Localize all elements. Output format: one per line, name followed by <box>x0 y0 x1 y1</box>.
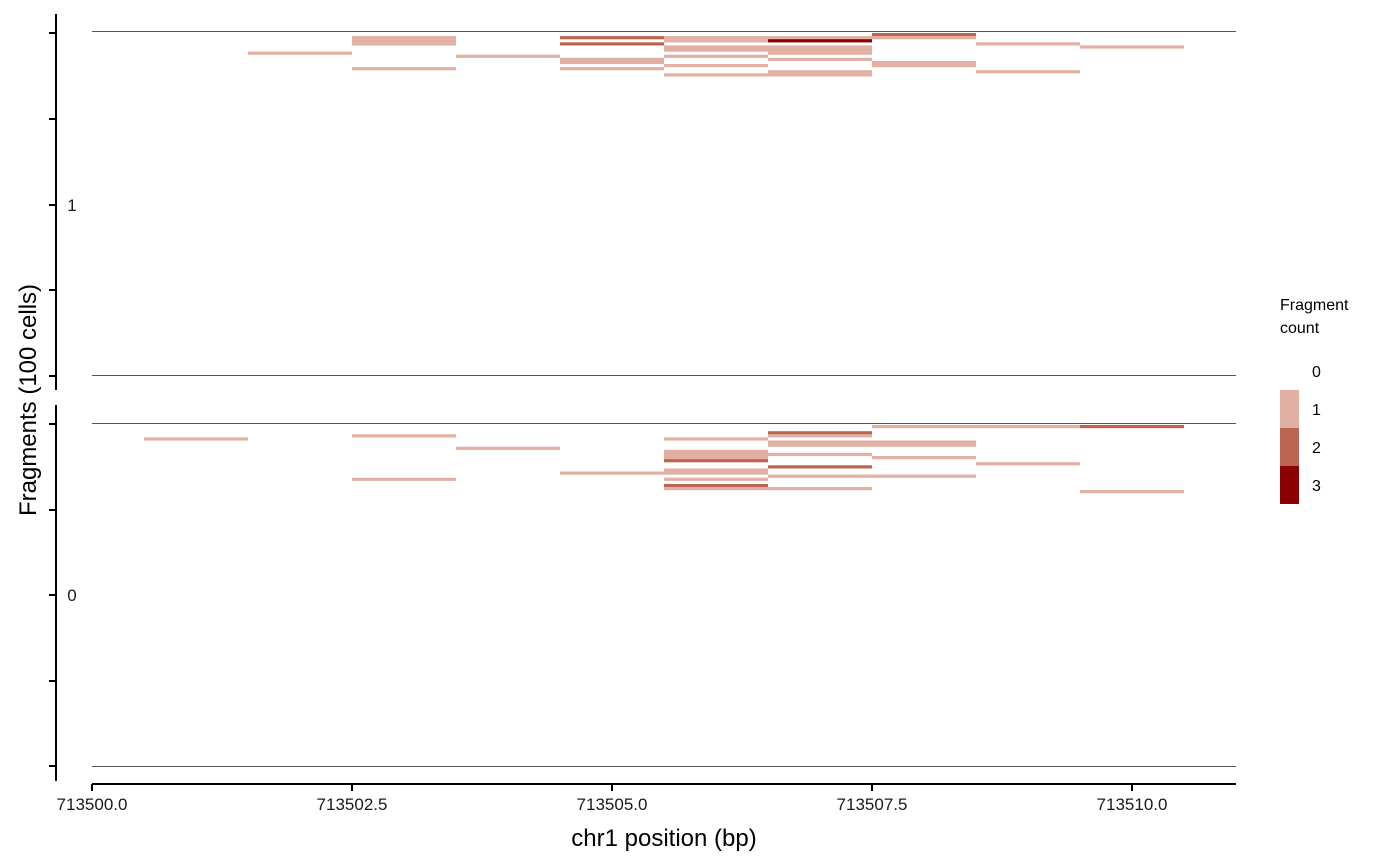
fragment-1-28 <box>872 60 976 65</box>
legend-swatch-1 <box>1280 390 1299 428</box>
legend: Fragment count 0 1 2 3 <box>1280 297 1349 504</box>
legend-swatch-0 <box>1280 352 1299 390</box>
fragment-1-27 <box>872 36 976 40</box>
fragment-1-26 <box>872 33 976 37</box>
fragment-0-29 <box>976 462 1080 466</box>
fragment-0-6 <box>664 449 768 453</box>
fragment-0-31 <box>1080 490 1184 494</box>
fragment-1-13 <box>664 45 768 49</box>
fragment-1-21 <box>768 48 872 52</box>
fragment-1-10 <box>560 67 664 71</box>
fragment-0-15 <box>768 431 872 435</box>
fragment-0-2 <box>352 477 456 481</box>
fragment-1-20 <box>768 45 872 49</box>
fragment-1-6 <box>560 36 664 40</box>
x-axis-ticks: 713500.0 713502.5 713505.0 713507.5 713510.0 <box>57 784 1168 814</box>
panel-1: 1 <box>49 14 1236 390</box>
fragment-1-0 <box>352 36 456 40</box>
legend-label-3: 3 <box>1312 478 1321 495</box>
x-tick-label-0: 713500.0 <box>57 795 128 814</box>
panel-0-fragments <box>144 425 1184 494</box>
panel-0: 0 <box>49 405 1236 781</box>
legend-label-1: 1 <box>1312 402 1321 419</box>
fragment-0-3 <box>456 446 560 450</box>
fragment-1-32 <box>1080 45 1184 49</box>
fragment-1-15 <box>664 54 768 58</box>
fragment-0-19 <box>768 452 872 457</box>
panel-0-label: 0 <box>67 586 76 605</box>
fragment-0-5 <box>664 437 768 441</box>
fragment-1-18 <box>768 36 872 40</box>
legend-swatch-2 <box>1280 428 1299 466</box>
fragment-1-7 <box>560 42 664 46</box>
fragment-1-31 <box>976 70 1080 74</box>
fragment-0-0 <box>144 437 248 441</box>
legend-label-0: 0 <box>1312 364 1321 381</box>
fragment-0-13 <box>664 483 768 488</box>
legend-swatch-3 <box>1280 466 1299 504</box>
fragment-0-24 <box>872 440 976 444</box>
legend-title-line-1: Fragment <box>1280 297 1349 314</box>
fragment-0-30 <box>1080 425 1184 429</box>
fragment-0-25 <box>872 443 976 447</box>
fragment-0-4 <box>560 471 664 475</box>
fragment-1-12 <box>664 39 768 43</box>
fragment-0-27 <box>872 474 976 478</box>
legend-label-2: 2 <box>1312 440 1321 457</box>
fragment-1-24 <box>768 70 872 74</box>
panel-1-label: 1 <box>67 196 76 215</box>
fragment-1-16 <box>664 64 768 68</box>
fragment-1-8 <box>560 57 664 61</box>
fragment-1-1 <box>352 39 456 43</box>
fragment-0-26 <box>872 456 976 460</box>
fragment-0-9 <box>664 459 768 463</box>
fragment-0-7 <box>664 452 768 457</box>
y-axis-title: Fragments (100 cells) <box>15 284 42 516</box>
fragment-1-19 <box>768 39 872 43</box>
legend-keys: 0 1 2 3 <box>1280 352 1321 504</box>
panel-1-fragments <box>248 33 1184 77</box>
fragment-0-17 <box>768 440 872 444</box>
fragment-1-17 <box>664 73 768 77</box>
x-axis-title: chr1 position (bp) <box>571 825 756 852</box>
fragment-0-22 <box>768 487 872 491</box>
x-tick-label-1: 713502.5 <box>317 795 388 814</box>
fragment-0-23 <box>872 425 976 429</box>
fragment-1-29 <box>872 64 976 68</box>
fragment-0-14 <box>664 487 768 491</box>
fragment-1-9 <box>560 60 664 65</box>
fragment-1-4 <box>248 51 352 55</box>
fragment-1-2 <box>352 42 456 46</box>
fragment-0-1 <box>352 434 456 438</box>
fragment-1-11 <box>664 36 768 40</box>
fragment-0-12 <box>664 477 768 481</box>
fragment-0-28 <box>976 425 1080 429</box>
fragment-1-25 <box>768 73 872 77</box>
fragment-0-16 <box>768 434 872 438</box>
fragment-0-20 <box>768 465 872 469</box>
x-tick-label-2: 713505.0 <box>577 795 648 814</box>
x-tick-label-4: 713510.0 <box>1097 795 1168 814</box>
fragment-0-8 <box>664 456 768 460</box>
fragment-1-14 <box>664 48 768 52</box>
legend-title-line-2: count <box>1280 320 1320 337</box>
x-tick-label-3: 713507.5 <box>837 795 908 814</box>
fragment-1-23 <box>768 57 872 61</box>
fragment-0-21 <box>768 474 872 478</box>
fragment-1-30 <box>976 42 1080 46</box>
fragment-1-5 <box>456 54 560 58</box>
fragment-1-22 <box>768 51 872 55</box>
fragment-0-10 <box>664 468 768 472</box>
fragment-0-18 <box>768 443 872 447</box>
fragment-1-3 <box>352 67 456 71</box>
fragment-0-11 <box>664 471 768 475</box>
